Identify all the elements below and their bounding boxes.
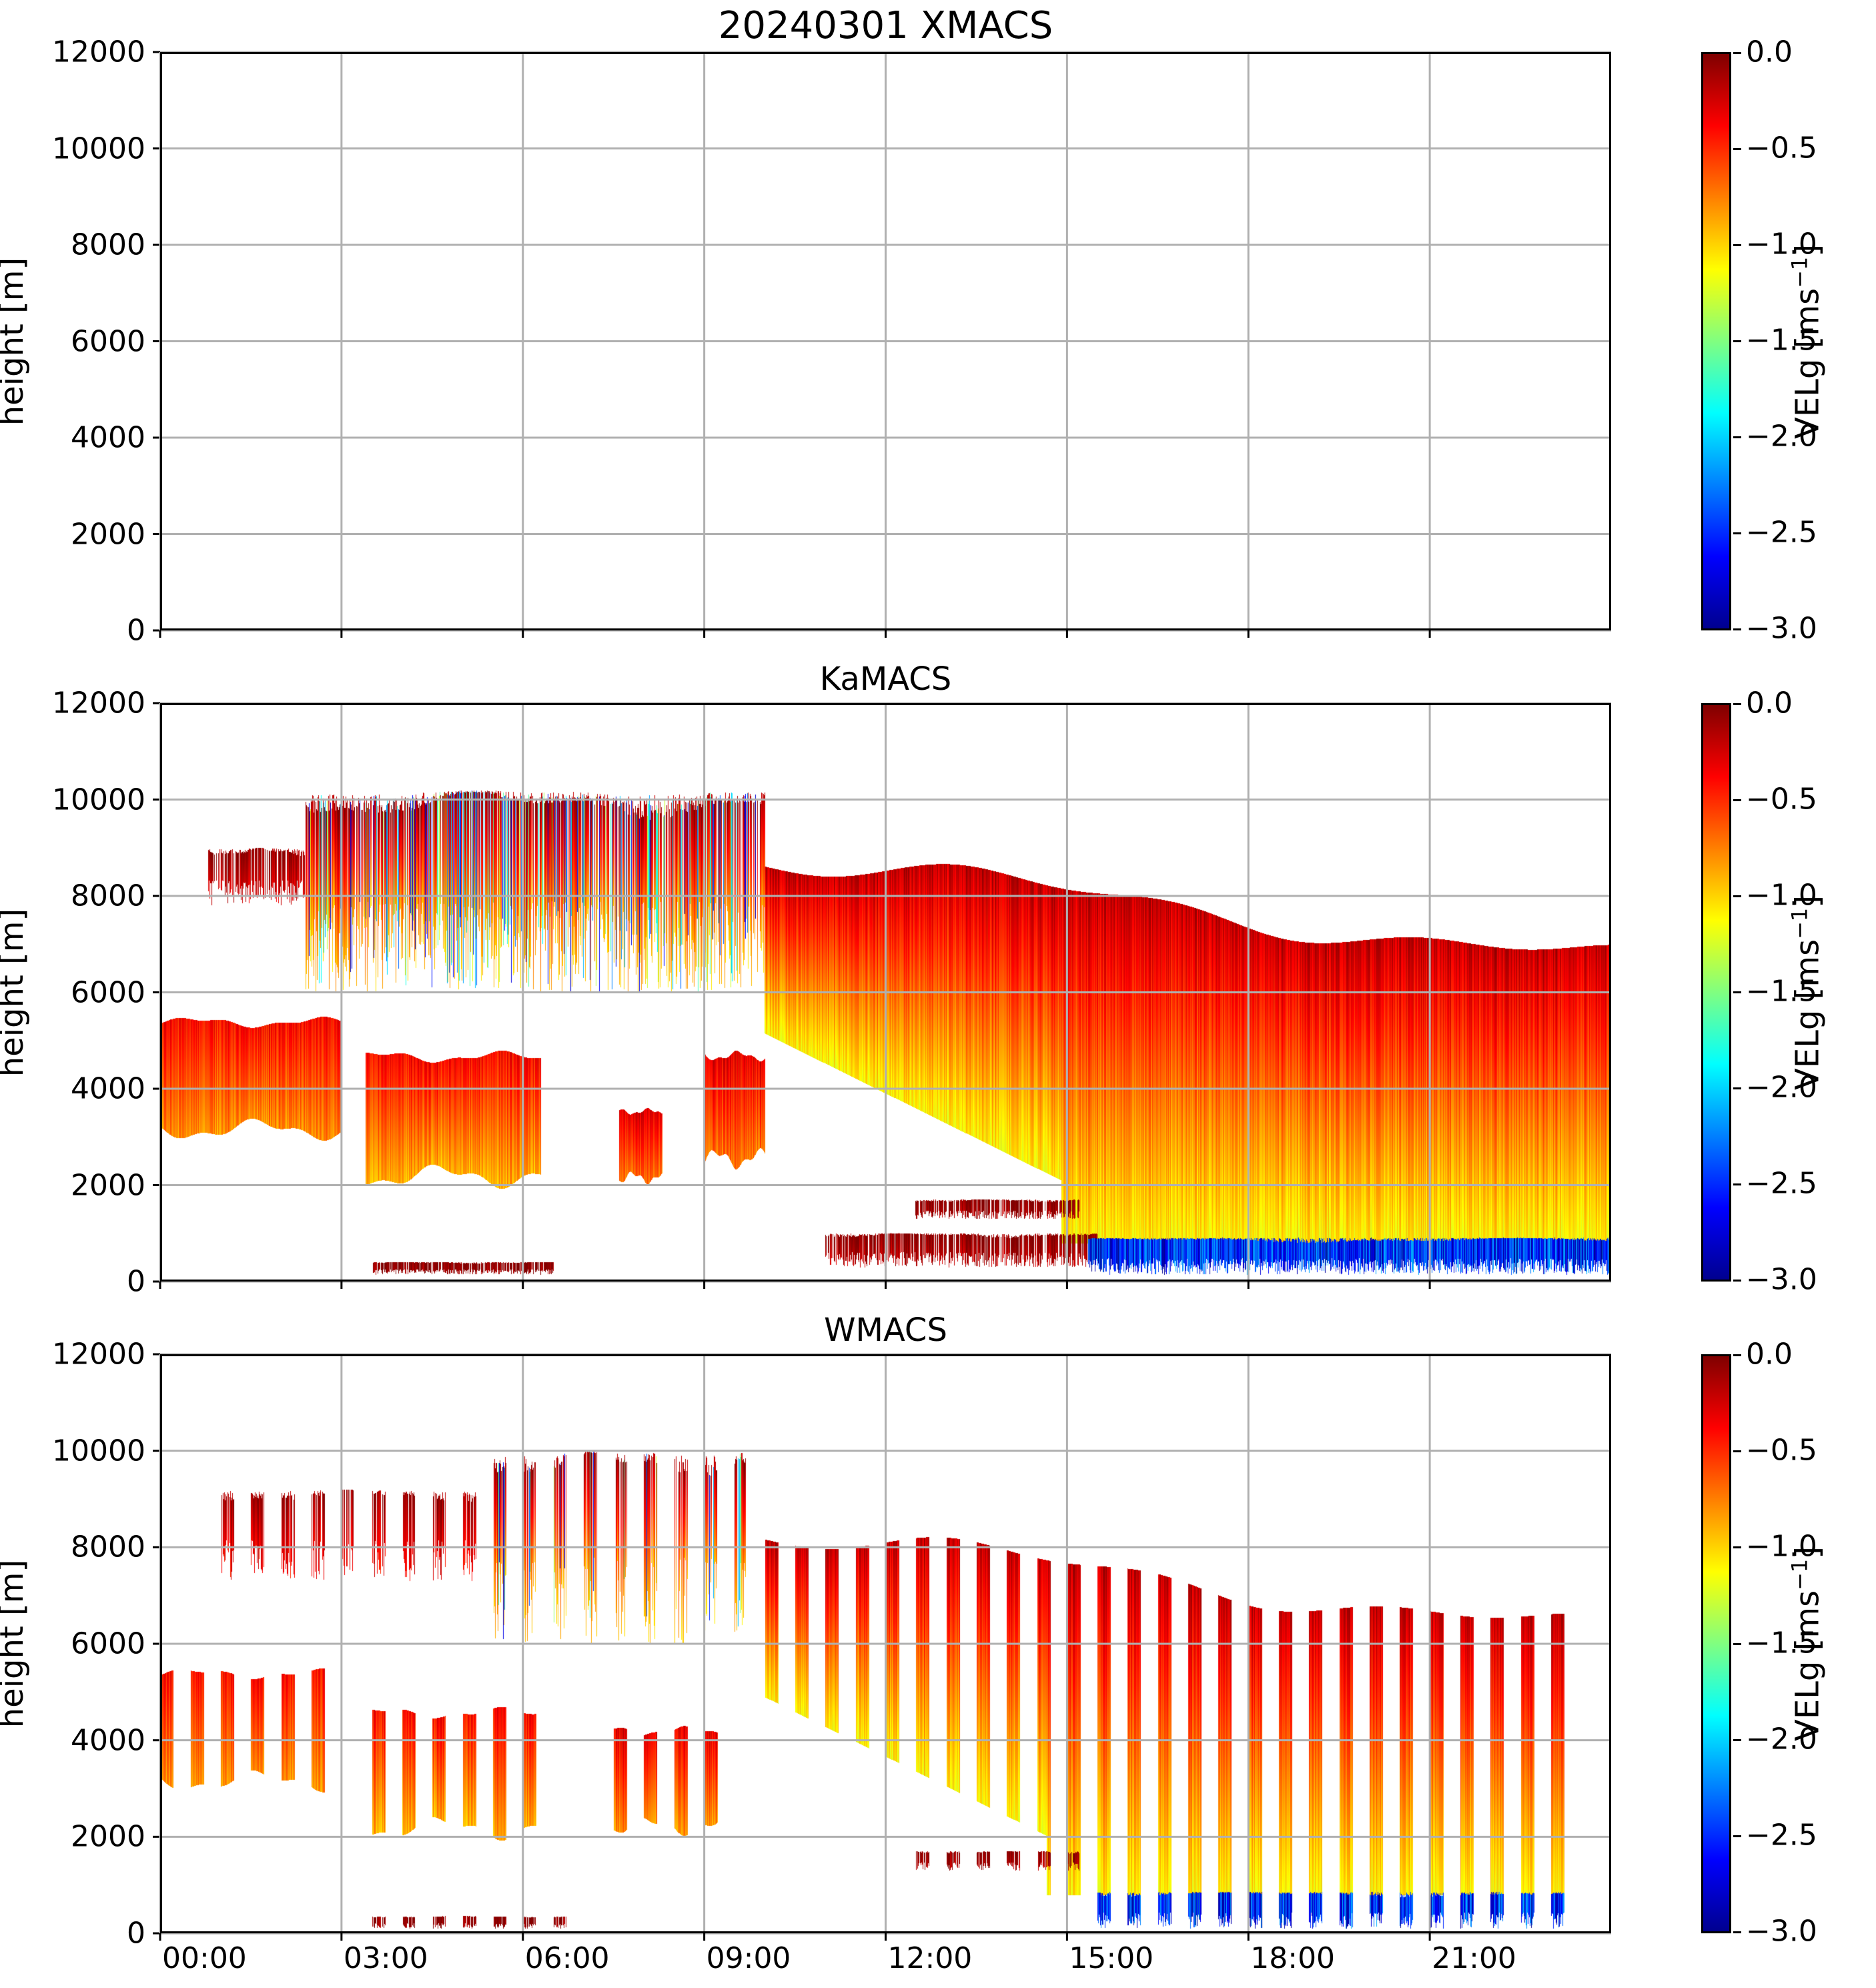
xmacs-y-axis-label: height [m] — [0, 257, 31, 426]
y-tick-label: 0 — [127, 1264, 145, 1299]
x-tick-label: 06:00 — [524, 1941, 610, 1975]
colorbar-tick-label: −2.0 — [1746, 419, 1817, 454]
colorbar-tick-mark — [1733, 148, 1741, 150]
figure-title: 20240301 XMACS — [718, 4, 1053, 47]
colorbar-tick-label: −1.0 — [1746, 1529, 1817, 1564]
xmacs-colorbar: VELg [ms−1] 0.0 −0.5 −1.0 −1.5 −2.0 −2.5 −3.0 — [1701, 35, 1827, 646]
y-tick-label: 12000 — [52, 686, 145, 720]
y-tick-label: 4000 — [71, 1071, 145, 1106]
y-tick-label: 6000 — [71, 324, 145, 358]
kamacs-colorbar: VELg [ms−1] 0.0 −0.5 −1.0 −1.5 −2.0 −2.5 −3.0 — [1701, 686, 1827, 1297]
xmacs-grid — [153, 51, 1611, 638]
y-tick-label: 8000 — [71, 227, 145, 262]
colorbar-tick-mark — [1733, 1738, 1741, 1741]
x-tick-label: 00:00 — [162, 1941, 247, 1975]
kamacs-title: KaMACS — [819, 660, 952, 698]
y-tick-label: 0 — [127, 613, 145, 648]
x-tick-label: 09:00 — [706, 1941, 791, 1975]
colorbar-tick-label: −1.5 — [1746, 974, 1817, 1009]
colorbar-tick-mark — [1733, 895, 1741, 897]
colorbar-tick-label: −1.0 — [1746, 227, 1817, 262]
colorbar-tick-label: −1.5 — [1746, 323, 1817, 358]
y-tick-label: 4000 — [71, 420, 145, 455]
colorbar-tick-label: −0.5 — [1746, 782, 1817, 817]
colorbar-tick-mark — [1733, 1546, 1741, 1549]
colorbar-tick-mark — [1733, 52, 1741, 54]
wmacs-title: WMACS — [824, 1312, 947, 1349]
colorbar-tick-mark — [1733, 1450, 1741, 1453]
y-tick-label: 10000 — [52, 131, 145, 165]
colorbar-tick-mark — [1733, 436, 1741, 438]
colorbar-tick-mark — [1733, 1183, 1741, 1185]
colorbar-tick-label: −2.0 — [1746, 1722, 1817, 1757]
y-tick-label: 6000 — [71, 1626, 145, 1661]
colorbar-tick-label: −1.0 — [1746, 878, 1817, 913]
wmacs-grid — [153, 1353, 1611, 1941]
colorbar-tick-mark — [1733, 1931, 1741, 1933]
y-tick-label: 12000 — [52, 35, 145, 69]
kamacs-grid — [153, 702, 1611, 1289]
colorbar-tick-label: −3.0 — [1746, 1914, 1817, 1949]
colorbar-tick-label: −2.5 — [1746, 1166, 1817, 1201]
colorbar-tick-mark — [1733, 703, 1741, 705]
colorbar-tick-label: 0.0 — [1746, 1337, 1793, 1372]
y-tick-label: 6000 — [71, 975, 145, 1009]
kamacs-y-axis-label: height [m] — [0, 908, 31, 1077]
colorbar-tick-label: −1.5 — [1746, 1626, 1817, 1660]
colorbar-tick-mark — [1733, 340, 1741, 342]
colorbar-tick-label: −3.0 — [1746, 611, 1817, 646]
x-tick-label: 21:00 — [1432, 1941, 1516, 1975]
wmacs-panel: WMACS height [m] 0 2000 4000 6000 8000 10000 1… — [0, 1312, 1611, 1975]
y-tick-label: 8000 — [71, 1530, 145, 1564]
colorbar-tick-mark — [1733, 1354, 1741, 1356]
colorbar-tick-mark — [1733, 1642, 1741, 1645]
colorbar-tick-label: −0.5 — [1746, 131, 1817, 165]
y-tick-label: 2000 — [71, 1168, 145, 1202]
y-tick-label: 4000 — [71, 1723, 145, 1758]
colorbar-tick-label: −2.5 — [1746, 515, 1817, 550]
y-tick-label: 12000 — [52, 1337, 145, 1372]
colorbar-tick-mark — [1733, 991, 1741, 993]
colorbar-tick-label: −2.0 — [1746, 1070, 1817, 1105]
x-tick-label: 18:00 — [1250, 1941, 1336, 1975]
kamacs-panel: KaMACS height [m] 0 2000 4000 6000 8000 10000… — [0, 660, 1611, 1299]
colorbar-tick-label: 0.0 — [1746, 35, 1793, 69]
colorbar-tick-mark — [1733, 1835, 1741, 1837]
wmacs-colorbar: VELg [ms−1] 0.0 −0.5 −1.0 −1.5 −2.0 −2.5 −3.0 — [1701, 1338, 1827, 1949]
xmacs-panel: 20240301 XMACS height [m] 0 2000 4000 6000 8… — [0, 4, 1611, 648]
y-tick-label: 10000 — [52, 1434, 145, 1468]
colorbar-tick-label: −3.0 — [1746, 1262, 1817, 1297]
colorbar-tick-mark — [1733, 1087, 1741, 1089]
y-tick-label: 2000 — [71, 517, 145, 551]
colorbar-tick-mark — [1733, 244, 1741, 246]
colorbar-tick-mark — [1733, 628, 1741, 630]
y-tick-label: 10000 — [52, 783, 145, 817]
colorbar-tick-label: 0.0 — [1746, 686, 1793, 720]
y-tick-label: 2000 — [71, 1819, 145, 1854]
colorbar-tick-mark — [1733, 1280, 1741, 1282]
colorbar-tick-mark — [1733, 799, 1741, 801]
wmacs-y-axis-label: height [m] — [0, 1559, 31, 1728]
y-tick-label: 8000 — [71, 879, 145, 913]
y-tick-label: 0 — [127, 1916, 145, 1951]
x-tick-label: 12:00 — [887, 1941, 973, 1975]
x-tick-label: 03:00 — [343, 1941, 428, 1975]
colorbar-tick-label: −2.5 — [1746, 1818, 1817, 1853]
colorbar-tick-mark — [1733, 532, 1741, 534]
x-tick-label: 15:00 — [1069, 1941, 1154, 1975]
colorbar-tick-label: −0.5 — [1746, 1433, 1817, 1468]
